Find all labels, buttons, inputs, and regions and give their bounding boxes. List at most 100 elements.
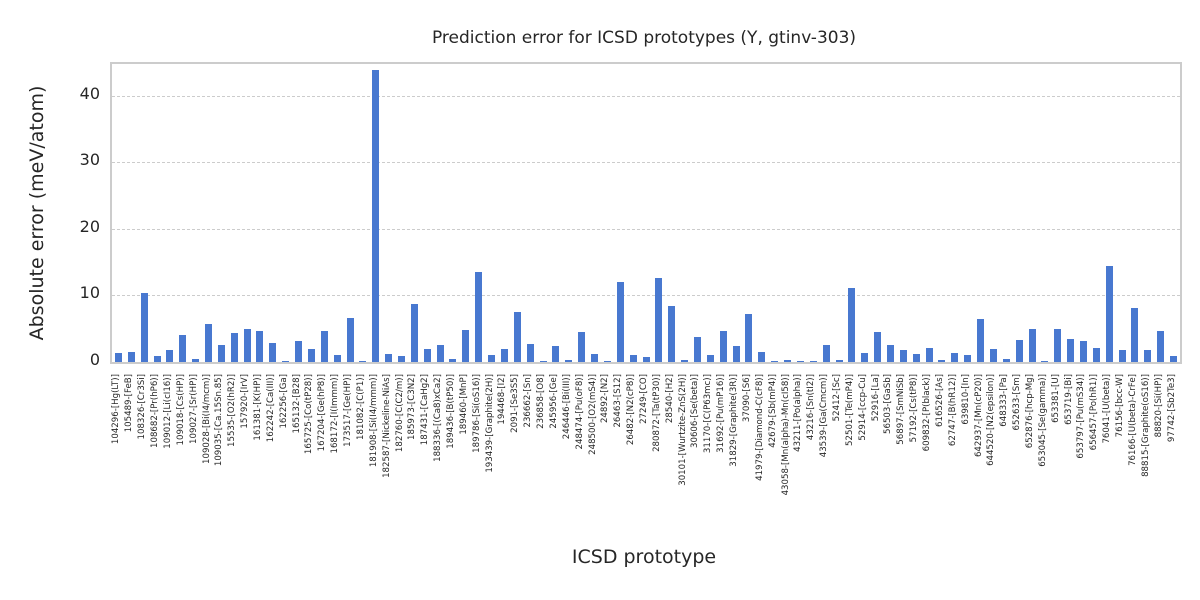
bar (1041, 361, 1049, 362)
bar (745, 313, 753, 362)
x-tick-label: 108326-[Cr3Si] (137, 374, 148, 440)
bar (449, 359, 457, 362)
y-tick-label: 40 (79, 83, 100, 103)
x-tick-label: 167204-[Ge(hP8)] (317, 374, 328, 452)
bar (925, 348, 933, 362)
x-tick-label: 109012-[Li(cI16)] (162, 374, 173, 449)
bar (616, 281, 624, 362)
bar (205, 323, 212, 362)
x-tick-label: 280872-[Ta(tP30)] (651, 374, 662, 452)
x-tick-label: 182587-[Nickeline-NiAs] (381, 374, 392, 478)
bar (140, 292, 148, 362)
x-tick-label: 181082-[C(P1)] (355, 374, 366, 440)
bar (578, 332, 586, 362)
x-tick-label: 616526-[As] (934, 374, 945, 427)
x-tick-label: 109028-[Bi(I4/mcm)] (201, 374, 212, 464)
bar (629, 355, 637, 362)
gridline (112, 295, 1180, 297)
bar (192, 358, 200, 362)
bar (282, 361, 290, 362)
x-tick-label: 648333-[Pa] (999, 374, 1010, 427)
bar (552, 346, 560, 362)
bar (771, 361, 779, 362)
x-tick-label: 181908-[Si(I4/mmm)] (368, 374, 379, 468)
y-axis-label: Absolute error (meV/atom) (26, 85, 48, 341)
y-tick-label: 30 (79, 150, 100, 170)
bar (359, 361, 367, 362)
bar (513, 311, 521, 362)
x-tick-label: 644520-[N2(epsilon)] (986, 374, 997, 466)
x-tick-label: 652633-[Sm] (1012, 374, 1023, 431)
bar (565, 360, 573, 362)
x-tick-label: 109035-[Ca.15Sn.85] (214, 374, 225, 467)
bar (912, 354, 920, 362)
x-tick-label: 162256-[Ga] (278, 374, 289, 429)
bar (526, 344, 534, 362)
bar (938, 359, 946, 362)
x-tick-label: 28540-[H2] (664, 374, 675, 424)
bar (874, 332, 882, 362)
x-tick-label: 15535-[O2(hR2)] (227, 374, 238, 447)
bar (127, 352, 135, 362)
x-axis-label: ICSD prototype (571, 546, 717, 568)
bar (488, 355, 496, 362)
bar (784, 360, 792, 362)
bar (153, 356, 161, 362)
bar (1144, 349, 1152, 362)
bar (436, 344, 444, 362)
x-tick-label: 168172-[I(Immm)] (330, 374, 341, 454)
bar (899, 349, 907, 362)
x-tick-label: 109027-[Sr(HP)] (188, 374, 199, 444)
bar (243, 329, 251, 362)
bar (758, 351, 766, 362)
x-tick-label: 188336-[(Ca8)xCa2] (433, 374, 444, 462)
x-tick-label: 236662-[Sn] (523, 374, 534, 428)
x-tick-label: 43539-[Ga(Cmcm)] (819, 374, 830, 458)
x-tick-label: 52501-[Te(mP4)] (844, 374, 855, 446)
bar (861, 352, 869, 362)
x-tick-label: 194468-[I2] (497, 374, 508, 425)
bar (989, 348, 997, 362)
x-tick-label: 189460-[MnP] (458, 374, 469, 435)
x-tick-label: 52914-[ccp-Cu] (857, 374, 868, 441)
bar (951, 353, 959, 362)
x-tick-label: 24892-[N2] (600, 374, 611, 424)
bar (410, 303, 418, 362)
x-tick-label: 653045-[Se(gamma)] (1037, 374, 1048, 467)
x-tick-label: 653797-[Pu(mS34)] (1076, 374, 1087, 459)
x-tick-label: 162242-[Ca(III)] (265, 374, 276, 443)
bar (719, 330, 727, 362)
x-tick-label: 42679-[Sb(mP4)] (767, 374, 778, 448)
bar (462, 329, 470, 362)
bar (822, 345, 830, 362)
x-tick-label: 31829-[Graphite(3R)] (729, 374, 740, 467)
bar (398, 356, 406, 362)
plot-area (110, 62, 1182, 364)
bar (269, 342, 277, 362)
x-tick-label: 76041-[U(beta)] (1102, 374, 1113, 444)
bar (500, 348, 508, 362)
x-tick-label: 105489-[FeB] (124, 374, 135, 433)
y-tick-label: 0 (89, 350, 100, 369)
bar (423, 348, 431, 362)
bar (256, 331, 264, 362)
bar (333, 355, 341, 362)
chart-title: Prediction error for ICSD prototypes (Y,… (431, 28, 857, 48)
bar (1170, 356, 1178, 362)
x-tick-label: 165725-[Co(tP28)] (304, 374, 315, 455)
bar (886, 345, 894, 362)
x-tick-label: 57192-[Cs(tP8)] (909, 374, 920, 443)
bar (1002, 358, 1010, 362)
bar (591, 354, 599, 362)
x-tick-label: 161381-[K(HP)] (252, 374, 263, 441)
bar (1067, 338, 1075, 362)
bar (114, 353, 122, 362)
bar (964, 355, 972, 362)
bar (642, 356, 650, 362)
y-tick-label: 20 (79, 216, 100, 236)
gridline (112, 162, 1180, 164)
x-tick-label: 62747-[B(hR12)] (947, 374, 958, 447)
x-tick-label: 56503-[GaSb] (883, 374, 894, 434)
bar (1105, 266, 1113, 362)
x-tick-label: 43211-[Po(alpha)] (793, 374, 804, 452)
